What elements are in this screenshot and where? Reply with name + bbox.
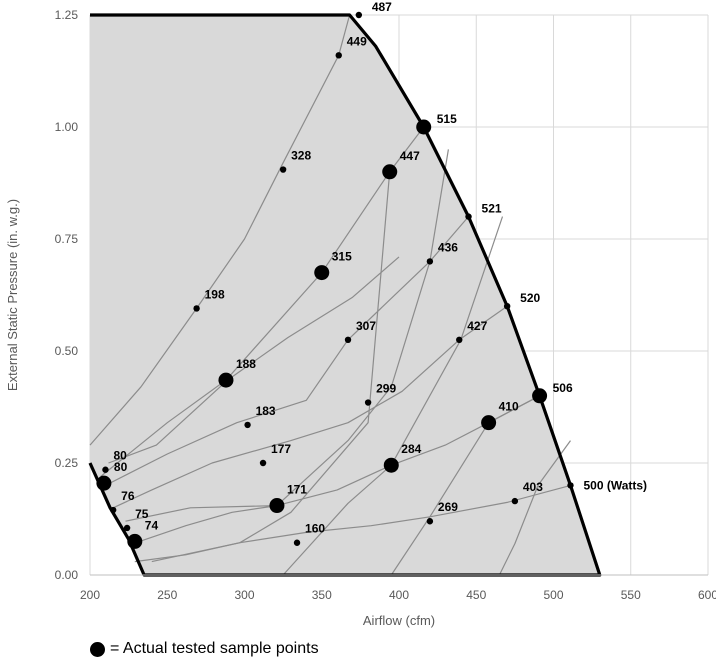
- calculated-point: [123, 524, 131, 532]
- calculated-point: [259, 459, 267, 467]
- point-label: 284: [401, 442, 421, 456]
- tested-point: [532, 388, 548, 404]
- tested-point: [314, 265, 330, 281]
- calculated-point: [567, 482, 574, 489]
- calculated-point: [193, 305, 200, 312]
- system-curve: [390, 395, 540, 576]
- y-tick-label: 1.00: [55, 120, 79, 134]
- x-tick-label: 200: [80, 588, 100, 602]
- point-labels: 449 487 515 447 328 521 436 315 520 198 307 427 188 2…: [113, 0, 647, 536]
- point-label: 177: [271, 442, 291, 456]
- operating-region: [90, 15, 600, 575]
- legend: = Actual tested sample points: [90, 640, 319, 658]
- x-tick-label: 350: [312, 588, 332, 602]
- calculated-point: [109, 506, 117, 514]
- x-axis-label: Airflow (cfm): [363, 613, 435, 628]
- tested-point: [416, 119, 432, 135]
- point-label: 171: [287, 483, 307, 497]
- calculated-point: [426, 258, 434, 265]
- calculated-point: [279, 166, 287, 173]
- calculated-point: [503, 303, 511, 310]
- y-tick-label: 0.50: [55, 344, 79, 358]
- point-label: 447: [400, 149, 420, 163]
- calculated-point: [335, 52, 342, 59]
- point-label: 315: [332, 250, 352, 264]
- tested-point: [218, 372, 234, 388]
- y-tick-label: 0.25: [55, 456, 79, 470]
- calculated-point: [511, 497, 519, 505]
- point-label: 410: [499, 400, 519, 414]
- y-tick-label: 0.75: [55, 232, 79, 246]
- tested-point: [96, 475, 112, 491]
- y-tick-label: 0.00: [55, 568, 79, 582]
- calculated-point: [102, 466, 109, 473]
- tested-point: [383, 457, 399, 473]
- point-label: 506: [553, 381, 573, 395]
- point-label: 427: [467, 319, 487, 333]
- calculated-point: [244, 421, 251, 429]
- point-label: 449: [347, 34, 367, 48]
- y-axis-label: External Static Pressure (in. w.g.): [5, 199, 20, 391]
- tested-point: [382, 164, 398, 180]
- constant-speed-curve: [133, 395, 540, 545]
- x-tick-label: 600: [698, 588, 716, 602]
- constant-speed-curve: [112, 305, 508, 509]
- point-label: 76: [121, 489, 135, 503]
- point-label: 74: [145, 518, 159, 532]
- calculated-point: [465, 213, 472, 220]
- axes: 200 250 300 350 400 450 500 550 600 0.00 0.25 0.50 0…: [55, 8, 716, 602]
- point-label: 521: [482, 202, 502, 216]
- tested-point: [481, 415, 497, 431]
- calculated-point: [355, 11, 363, 19]
- tested-point: [269, 498, 285, 514]
- calculated-point: [364, 399, 372, 406]
- tested-point: [127, 533, 143, 549]
- point-label: 80: [114, 460, 128, 474]
- x-tick-label: 400: [389, 588, 409, 602]
- calculated-point: [456, 336, 463, 343]
- point-label: 183: [256, 404, 276, 418]
- point-label: 520: [520, 291, 540, 305]
- x-tick-label: 550: [621, 588, 641, 602]
- calculated-point: [426, 518, 434, 525]
- legend-label: = Actual tested sample points: [110, 640, 319, 657]
- system-curve: [151, 171, 391, 563]
- x-tick-label: 250: [157, 588, 177, 602]
- point-label: 160: [305, 522, 325, 536]
- y-tick-label: 1.25: [55, 8, 79, 22]
- constant-speed-curve: [100, 126, 425, 477]
- x-tick-label: 500: [543, 588, 563, 602]
- data-points: [96, 11, 574, 549]
- system-curve: [498, 440, 571, 576]
- tested-point-marker-icon: [90, 641, 105, 657]
- system-curve: [108, 256, 400, 464]
- calculated-point: [344, 336, 352, 343]
- point-label: 436: [438, 240, 458, 254]
- x-tick-label: 300: [234, 588, 254, 602]
- point-label: 75: [135, 507, 149, 521]
- x-tick-label: 450: [466, 588, 486, 602]
- point-label: 500 (Watts): [583, 478, 647, 492]
- point-label: 188: [236, 357, 256, 371]
- point-label: 269: [438, 500, 458, 514]
- point-label: 403: [523, 480, 543, 494]
- point-label: 299: [376, 382, 396, 396]
- point-label: 515: [437, 112, 457, 126]
- point-label: 487: [372, 0, 392, 14]
- point-label: 198: [205, 287, 225, 301]
- point-label: 307: [356, 319, 376, 333]
- point-label: 328: [291, 149, 311, 163]
- calculated-point: [293, 539, 301, 546]
- point-label: 80: [113, 449, 127, 463]
